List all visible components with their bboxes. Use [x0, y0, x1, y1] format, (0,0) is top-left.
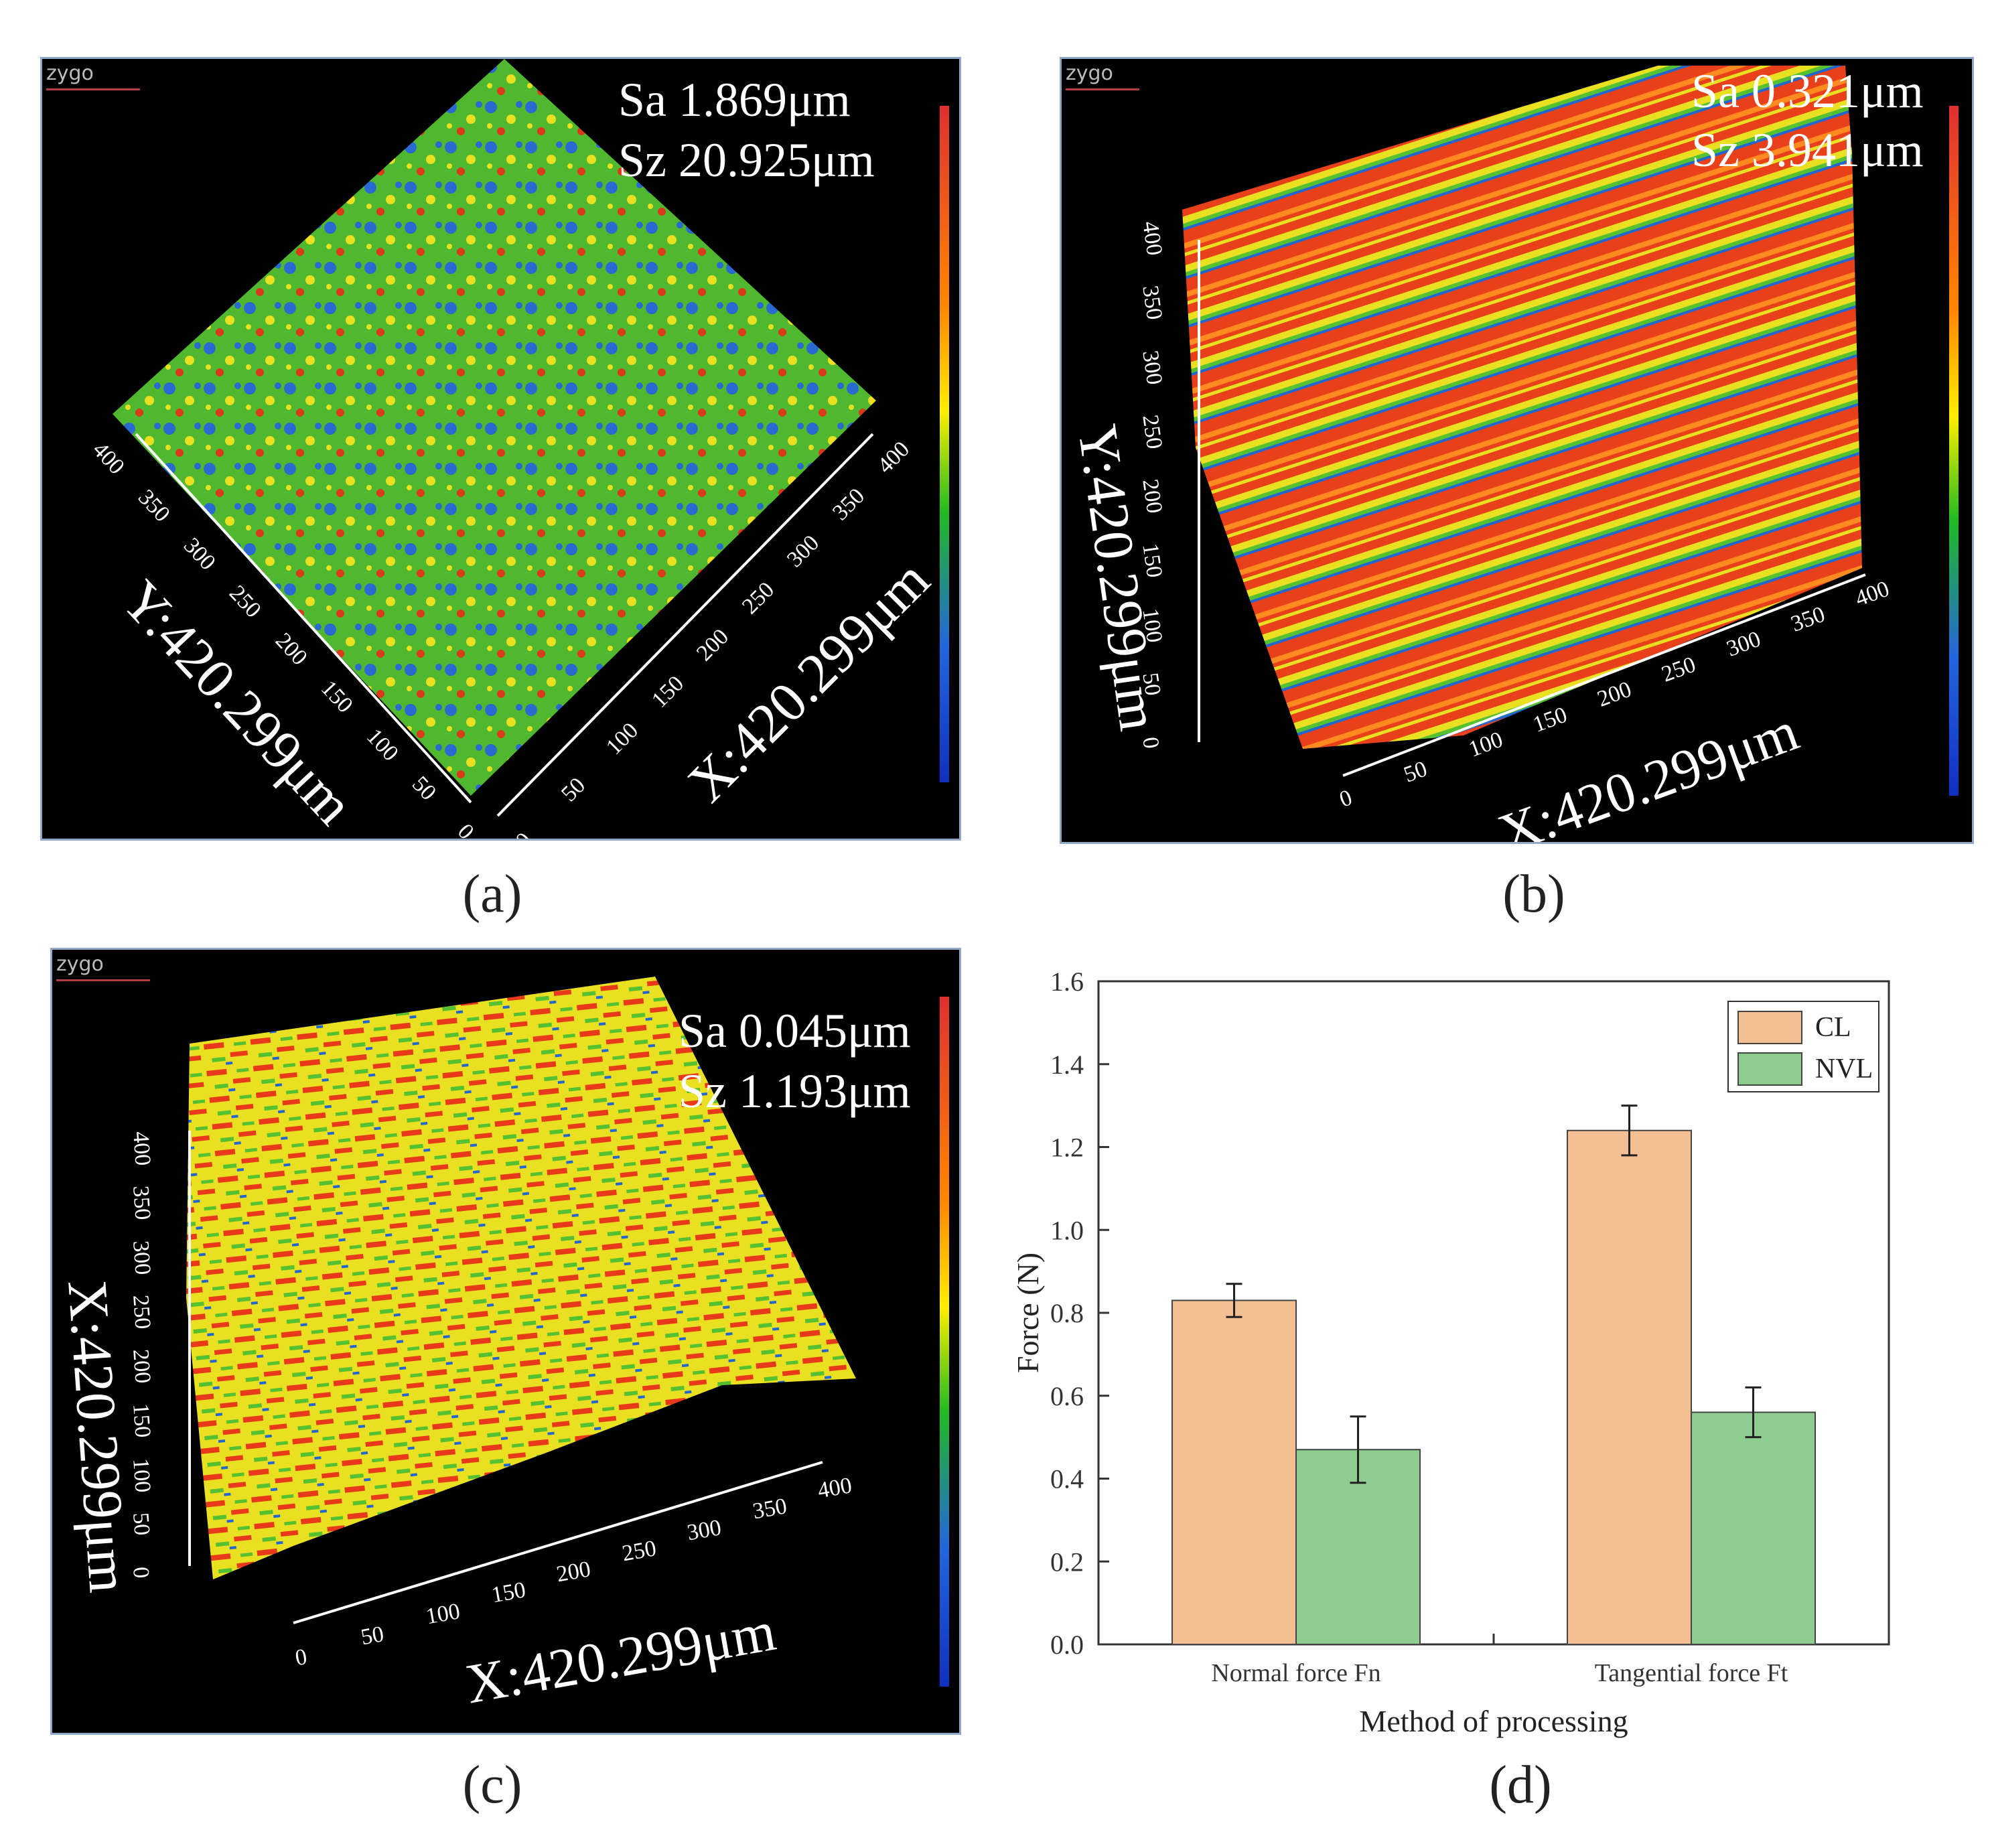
- x-tick-label: Tangential force Ft: [1595, 1659, 1788, 1687]
- surface-plot-a: [113, 59, 876, 817]
- tick-label-b-y: 100: [1137, 606, 1167, 644]
- caption-b: (b): [1502, 865, 1565, 924]
- tick-label-c-y: 300: [128, 1239, 155, 1275]
- tick-label-c-y: 50: [128, 1511, 155, 1537]
- surface-panel-b: zygo Sa 0.321μm Sz 3.941μm Y:420.299μm X…: [1060, 57, 1974, 844]
- tick-label-b-y: 50: [1137, 670, 1165, 697]
- y-tick-label: 0.6: [1050, 1381, 1084, 1411]
- surface-panel-a: zygo Sa 1.869μm Sz 20.925μm Y:420.299μm …: [40, 57, 961, 841]
- tick-label-b-y: 200: [1137, 478, 1167, 515]
- y-tick-label: 1.4: [1050, 1050, 1084, 1080]
- y-tick-label: 1.2: [1050, 1133, 1084, 1163]
- colorbar-a: [940, 106, 949, 782]
- tick-label-c-y: 350: [128, 1185, 155, 1221]
- tick-label-b-y: 400: [1137, 220, 1167, 257]
- logo-underline-a: [46, 88, 140, 90]
- legend-label-cl: CL: [1815, 1012, 1851, 1043]
- bar-nvl: [1295, 1449, 1421, 1645]
- sz-value-c: Sz 1.193μm: [679, 1064, 911, 1118]
- sa-value-b: Sa 0.321μm: [1691, 64, 1924, 118]
- x-axis-line-c: [293, 1461, 823, 1624]
- surface-plot-b: [1182, 66, 1866, 777]
- y-tick-label: 0.2: [1050, 1547, 1084, 1577]
- sz-value-a: Sz 20.925μm: [618, 133, 875, 187]
- surface-c: [186, 977, 856, 1579]
- logo-underline-c: [56, 979, 150, 981]
- zygo-logo-b: zygo: [1066, 62, 1113, 85]
- tick-label-c-y: 100: [128, 1457, 155, 1493]
- tick-label-c-x: 100: [424, 1598, 462, 1629]
- surface-b: [1182, 66, 1862, 749]
- tick-label-c-x: 300: [685, 1514, 723, 1545]
- legend-swatch-nvl: [1737, 1052, 1802, 1086]
- surface-panel-c: zygo Sa 0.045μm Sz 1.193μm X:420.299μm X…: [50, 948, 961, 1735]
- y-tick-label: 1.0: [1050, 1215, 1084, 1245]
- surface-plot-c: [186, 977, 856, 1624]
- legend-swatch-cl: [1737, 1011, 1802, 1044]
- tick-label-c-y: 200: [128, 1348, 155, 1384]
- tick-label-c-y: 0: [128, 1566, 154, 1579]
- bar-cl: [1171, 1299, 1297, 1645]
- colorbar-b: [1949, 106, 1959, 796]
- zygo-logo-c: zygo: [56, 952, 104, 976]
- sa-value-c: Sa 0.045μm: [679, 1004, 911, 1058]
- force-bar-chart: 0.0 0.2 0.4 0.6 0.8 1.0 1.2 1.4 1.6 Normal force …: [1011, 967, 1890, 1738]
- tick-label-c-y: 400: [128, 1131, 155, 1167]
- x-axis-line-a: [496, 433, 874, 817]
- tick-label-b-y: 300: [1137, 348, 1167, 386]
- sa-value-a: Sa 1.869μm: [618, 73, 851, 127]
- tick-label-b-y: 250: [1137, 413, 1167, 451]
- caption-a: (a): [462, 865, 522, 924]
- surface-a: [113, 59, 876, 796]
- y-axis-title: Force (N): [1011, 1253, 1045, 1373]
- y-tick-label: 0.8: [1050, 1298, 1084, 1328]
- tick-label-c-y: 150: [128, 1403, 155, 1439]
- legend-label-nvl: NVL: [1815, 1054, 1873, 1084]
- y-tick-label: 0.4: [1050, 1464, 1084, 1494]
- x-axis-title: Method of processing: [1359, 1704, 1628, 1738]
- logo-underline-b: [1066, 88, 1139, 90]
- sz-value-b: Sz 3.941μm: [1691, 123, 1924, 177]
- y-tick-label: 1.6: [1050, 967, 1084, 997]
- x-tick-label: Normal force Fn: [1211, 1659, 1380, 1687]
- caption-c: (c): [462, 1756, 522, 1815]
- y-tick-label: 0.0: [1050, 1630, 1084, 1660]
- colorbar-c: [940, 997, 949, 1687]
- y-axis-line-a: [135, 433, 472, 804]
- tick-label-b-y: 150: [1137, 542, 1167, 579]
- bar-cl: [1567, 1129, 1692, 1645]
- caption-d: (d): [1489, 1756, 1552, 1815]
- tick-label-c-x: 50: [358, 1621, 386, 1650]
- bar-nvl: [1691, 1411, 1816, 1645]
- tick-label-c-y: 250: [128, 1293, 155, 1330]
- zygo-logo-a: zygo: [46, 62, 94, 85]
- tick-label-b-y: 350: [1137, 284, 1167, 322]
- x-axis-line-b: [1342, 573, 1866, 777]
